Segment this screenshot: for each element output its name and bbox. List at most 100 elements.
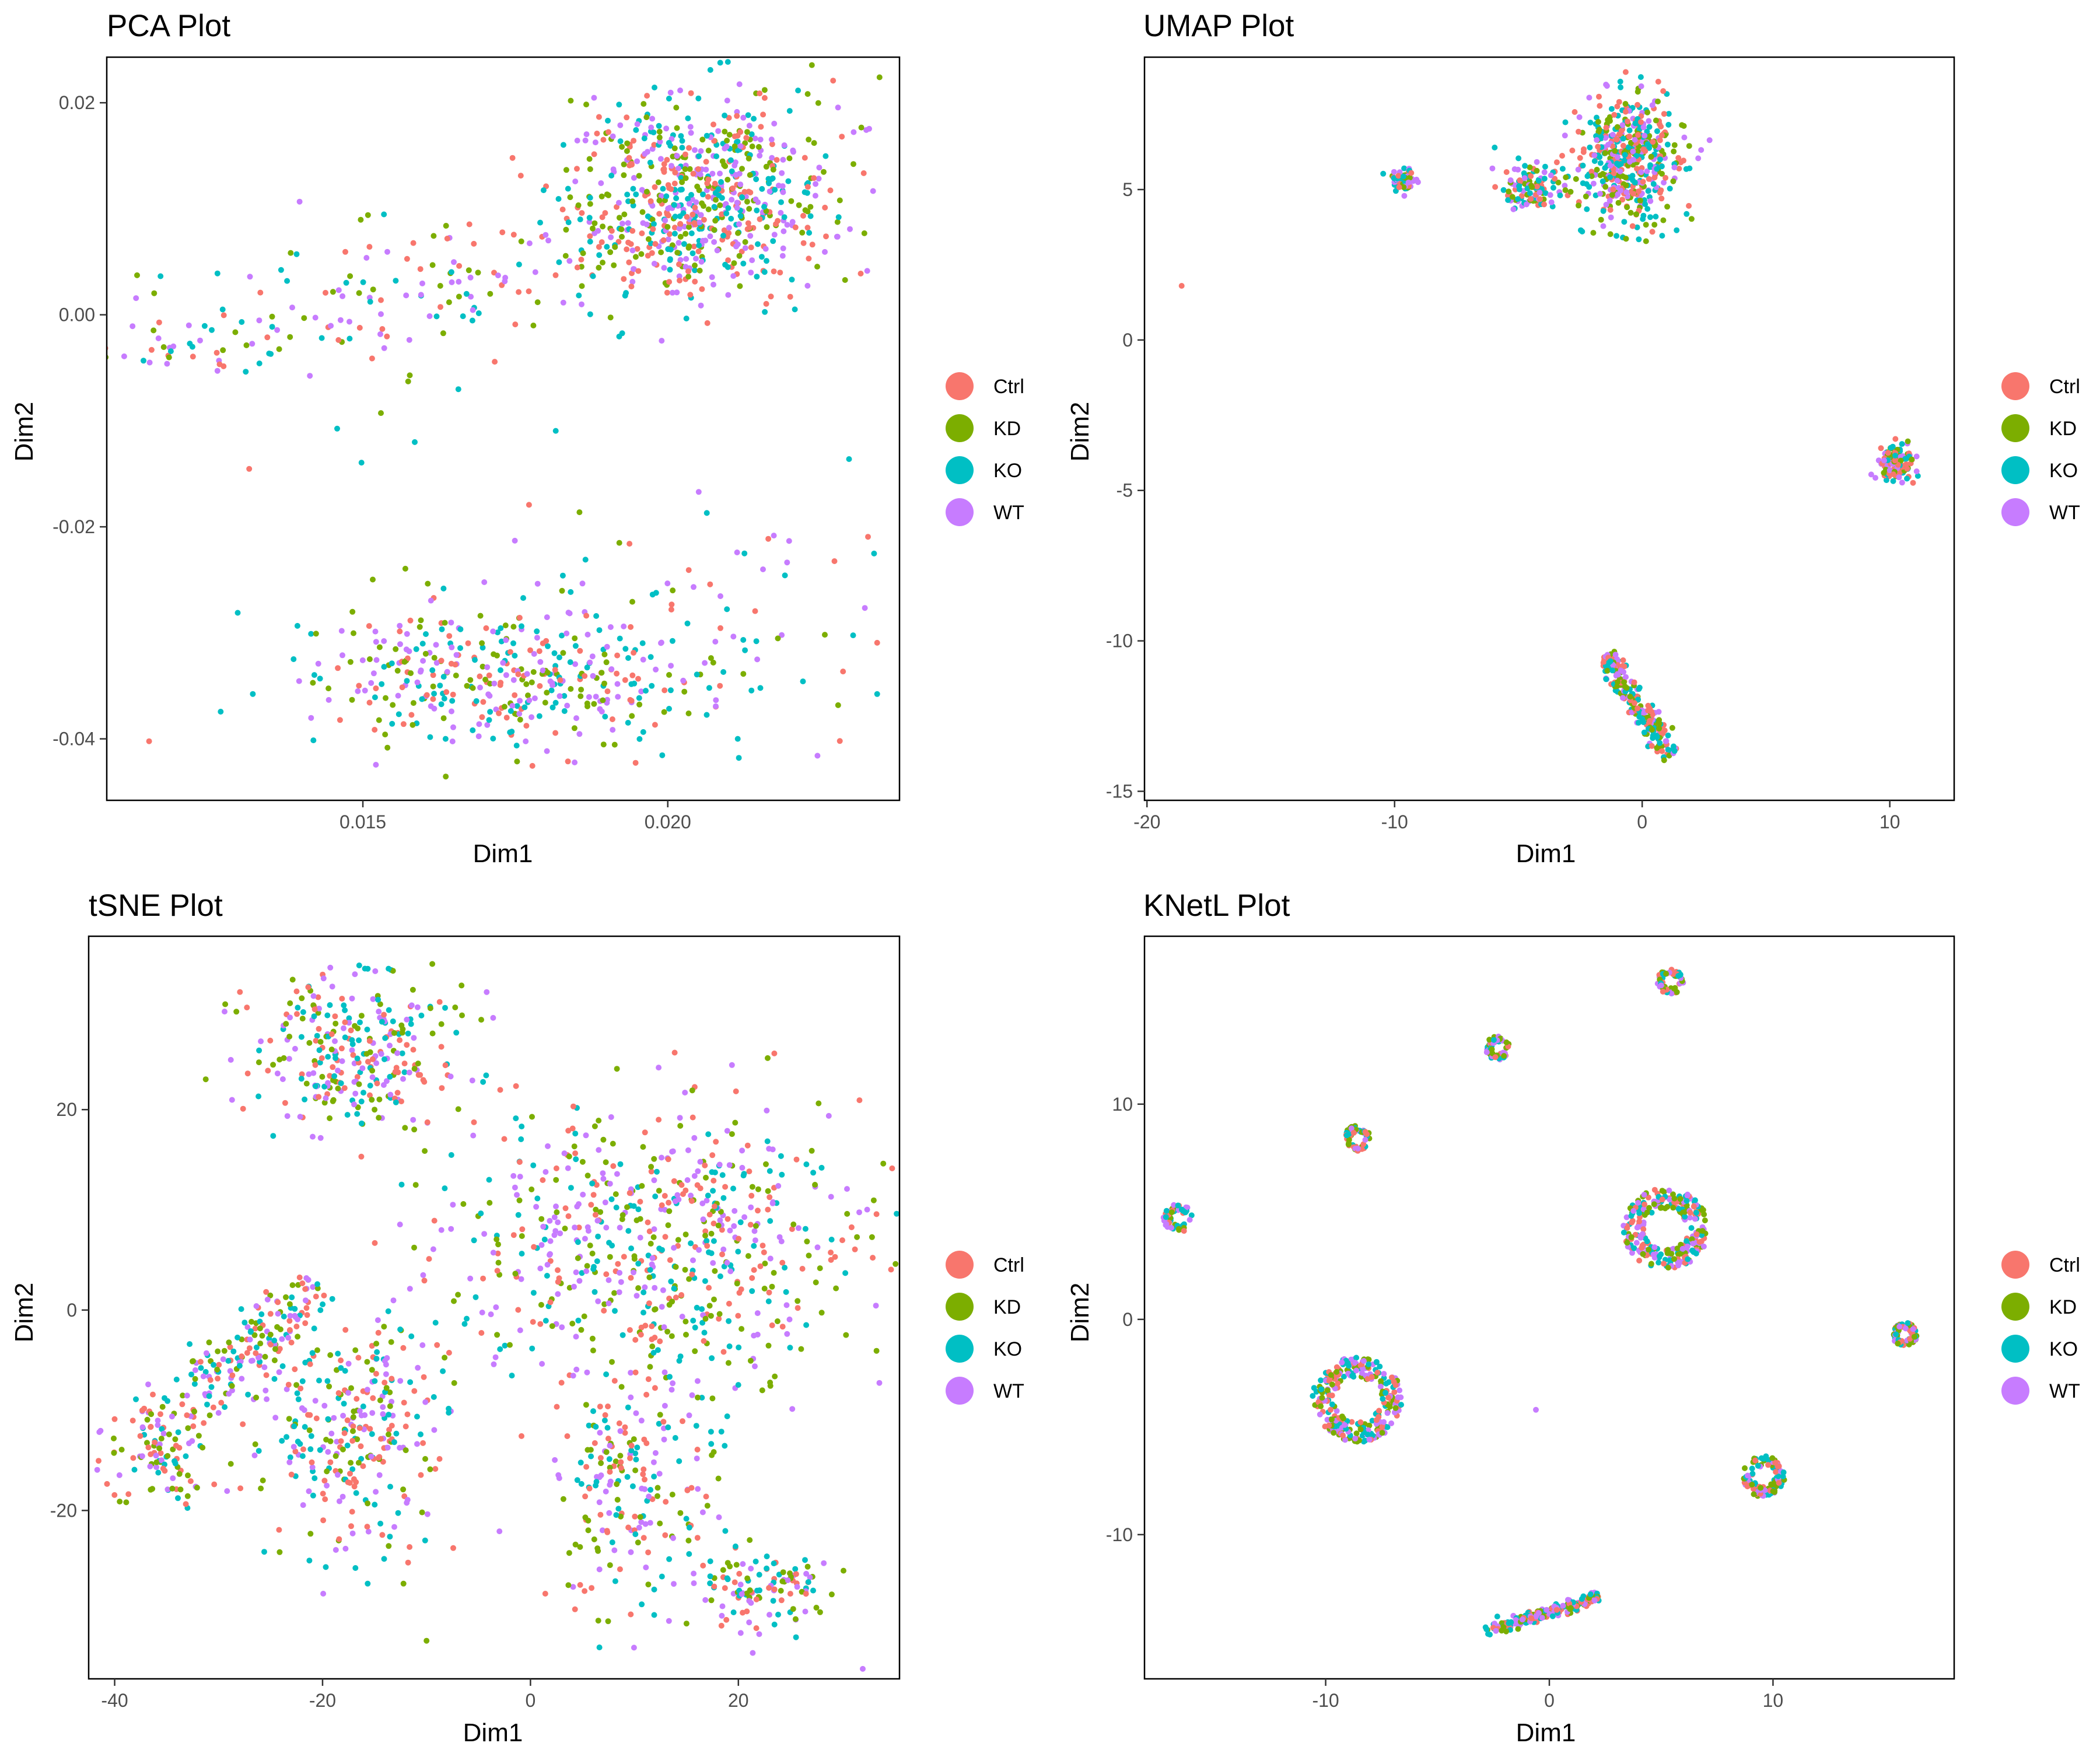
data-point-ctrl — [516, 289, 522, 295]
data-point-wt — [200, 1373, 206, 1380]
data-point-ctrl — [400, 721, 407, 727]
data-point-ctrl — [678, 1182, 685, 1188]
data-point-wt — [214, 368, 220, 374]
data-point-ctrl — [632, 1336, 639, 1343]
data-point-wt — [1597, 191, 1603, 197]
data-point-ctrl — [923, 522, 929, 528]
data-point-wt — [1896, 474, 1902, 481]
data-point-ctrl — [313, 1415, 320, 1422]
data-point-ko — [667, 687, 674, 694]
data-point-wt — [789, 219, 796, 225]
data-point-wt — [614, 681, 621, 687]
data-point-wt — [383, 1362, 389, 1368]
data-point-ko — [1665, 121, 1672, 128]
data-point-wt — [215, 1410, 222, 1416]
data-point-wt — [415, 1364, 421, 1371]
data-point-wt — [1630, 156, 1636, 163]
data-point-kd — [477, 612, 484, 619]
data-point-ctrl — [267, 1037, 274, 1044]
data-point-wt — [372, 968, 379, 974]
data-point-wt — [553, 1203, 559, 1210]
data-point-kd — [1651, 1201, 1657, 1208]
data-point-ctrl — [404, 256, 410, 262]
data-point-ctrl — [552, 730, 559, 736]
data-point-ko — [688, 192, 694, 198]
data-point-ctrl — [638, 1332, 644, 1338]
data-point-wt — [403, 292, 410, 299]
data-point-wt — [649, 116, 656, 122]
data-point-wt — [528, 714, 535, 720]
data-point-wt — [1507, 177, 1514, 183]
data-point-kd — [347, 659, 354, 665]
data-point-wt — [292, 1045, 298, 1052]
data-point-kd — [460, 1201, 467, 1207]
data-point-kd — [804, 1563, 811, 1570]
data-point-ko — [480, 645, 486, 651]
data-point-ctrl — [707, 581, 713, 587]
x-tick-label: 10 — [1880, 811, 1901, 832]
data-point-ctrl — [648, 1168, 654, 1175]
data-point-ctrl — [356, 324, 363, 331]
data-point-wt — [628, 1549, 634, 1555]
data-point-wt — [428, 703, 434, 709]
data-point-wt — [680, 677, 687, 684]
data-point-wt — [702, 660, 708, 666]
data-point-wt — [786, 1316, 793, 1322]
data-point-kd — [657, 1412, 663, 1418]
data-point-kd — [464, 682, 470, 689]
data-point-ko — [387, 1534, 393, 1540]
data-point-wt — [153, 1464, 160, 1471]
data-point-ctrl — [811, 175, 817, 181]
data-point-kd — [387, 1389, 393, 1395]
data-point-kd — [597, 1209, 604, 1215]
data-point-wt — [600, 1175, 607, 1182]
data-point-wt — [309, 1464, 316, 1471]
data-point-wt — [584, 631, 591, 638]
data-point-kd — [571, 725, 578, 732]
data-point-wt — [593, 694, 599, 700]
data-point-ko — [651, 1586, 657, 1592]
data-point-kd — [769, 1283, 775, 1290]
data-point-wt — [862, 605, 868, 611]
data-point-wt — [1612, 652, 1619, 658]
data-point-kd — [530, 669, 537, 675]
data-point-ko — [608, 1196, 615, 1202]
data-point-ctrl — [677, 220, 684, 227]
data-point-ko — [680, 210, 687, 216]
data-point-ko — [717, 60, 723, 66]
data-point-kd — [1674, 1245, 1681, 1252]
data-point-ko — [556, 654, 562, 660]
umap-plot-title: UMAP Plot — [1143, 9, 1294, 43]
data-point-kd — [930, 1267, 936, 1273]
data-point-ko — [357, 1019, 363, 1026]
data-point-kd — [673, 104, 680, 111]
data-point-wt — [610, 166, 617, 173]
data-point-ko — [225, 1357, 232, 1364]
data-point-ko — [602, 713, 608, 720]
data-point-ko — [688, 1240, 694, 1247]
data-point-wt — [285, 1335, 292, 1341]
data-point-ko — [1580, 162, 1586, 169]
data-point-ctrl — [632, 1369, 639, 1376]
data-point-wt — [697, 1158, 704, 1165]
data-point-ko — [625, 1228, 632, 1234]
data-point-ctrl — [766, 1585, 772, 1591]
data-point-ctrl — [587, 233, 593, 239]
data-point-ctrl — [557, 677, 564, 683]
data-point-ctrl — [832, 1254, 838, 1260]
data-point-ko — [582, 556, 589, 563]
data-point-ko — [343, 279, 349, 286]
data-point-kd — [618, 1384, 625, 1390]
data-point-kd — [1648, 1261, 1654, 1267]
data-point-wt — [1618, 187, 1624, 194]
data-point-ctrl — [592, 1440, 598, 1446]
data-point-ko — [342, 1368, 348, 1374]
data-point-kd — [1346, 1137, 1352, 1143]
data-point-ko — [685, 195, 691, 202]
data-point-ko — [418, 1012, 425, 1019]
data-point-kd — [745, 1253, 751, 1259]
data-point-ctrl — [1634, 102, 1641, 108]
data-point-ko — [397, 1326, 404, 1332]
data-point-ko — [1586, 184, 1592, 190]
data-point-ko — [356, 963, 362, 968]
